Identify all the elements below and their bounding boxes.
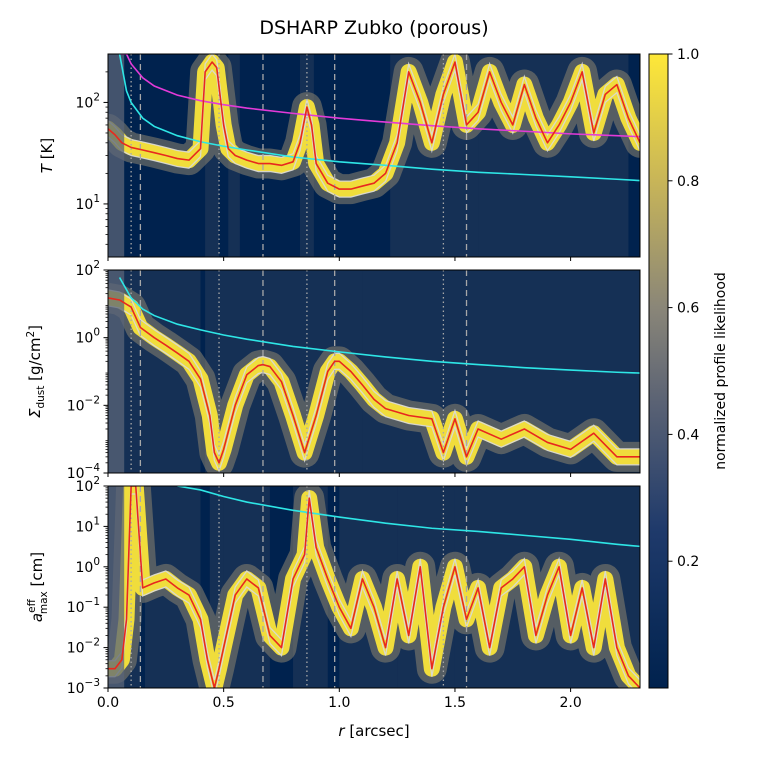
best-fit-line — [108, 486, 640, 688]
y-axis-label: aeffmax [cm] — [26, 552, 50, 622]
panel-surface_density: 10−4 10−2 100 102 Σdust [g/cm2] — [25, 259, 641, 482]
x-tick-label: 1.5 — [444, 695, 466, 711]
contour-upper — [108, 289, 640, 457]
inner-mask — [108, 486, 125, 688]
y-tick-label: 102 — [75, 259, 100, 279]
cyan-profile-line — [118, 54, 640, 182]
y-tick-label: 102 — [75, 475, 100, 495]
y-tick-label: 100 — [75, 327, 100, 347]
colorbar-tick-label: 0.8 — [677, 174, 699, 190]
cyan-profile-line — [118, 277, 640, 374]
y-tick-label: 102 — [75, 91, 100, 111]
cyan-profile-line — [177, 486, 640, 548]
contour-upper — [108, 54, 640, 182]
y-tick-label: 101 — [75, 515, 100, 535]
y-tick-label: 10−3 — [67, 677, 100, 697]
colorbar-tick-label: 1.0 — [677, 47, 699, 63]
colorbar-tick-label: 0.2 — [677, 554, 699, 570]
contour-lower — [108, 493, 634, 688]
panel-frame — [107, 485, 641, 689]
colorbar-gradient — [648, 53, 669, 689]
x-tick-label: 0.5 — [213, 695, 235, 711]
inner-mask — [108, 54, 125, 257]
figure-title: DSHARP Zubko (porous) — [259, 17, 489, 39]
magenta-profile-line — [119, 54, 640, 138]
colorbar-tick-label: 0.6 — [677, 301, 699, 317]
panels-group: 101 102 T [K] 10−4 10−2 100 102 Σdust [g/cm2] 0.… — [25, 53, 641, 740]
panel-frame — [107, 269, 641, 474]
y-tick-label: 10−4 — [67, 462, 101, 482]
y-tick-label: 101 — [75, 193, 100, 213]
y-tick-label: 100 — [75, 556, 100, 576]
contour-upper — [108, 486, 640, 681]
contour-lower — [108, 305, 640, 473]
y-tick-label: 10−1 — [67, 596, 100, 616]
y-axis-label: T [K] — [38, 138, 56, 173]
colorbar: 0.2 0.4 0.6 0.8 1.0 normalized profile likeli… — [648, 47, 729, 689]
y-tick-label: 10−2 — [67, 637, 100, 657]
contour-lower — [108, 67, 640, 198]
inner-mask — [108, 270, 125, 473]
y-tick-label: 10−2 — [67, 394, 100, 414]
colorbar-tick-label: 0.4 — [677, 427, 699, 443]
best-fit-line — [108, 61, 640, 190]
x-tick-label: 1.0 — [328, 695, 350, 711]
best-fit-line — [108, 297, 640, 464]
x-tick-label: 0.0 — [97, 695, 119, 711]
panel-temperature: 101 102 T [K] — [38, 53, 641, 261]
y-axis-label: Σdust [g/cm2] — [25, 325, 47, 418]
x-tick-label: 2.0 — [559, 695, 581, 711]
colorbar-label: normalized profile likelihood — [713, 272, 729, 470]
x-axis-label: r [arcsec] — [338, 722, 409, 740]
panel-max_grain_size: 0.0 0.5 1.0 1.5 2.0 10−3 10−2 10−1 100 101 102 aeff… — [26, 475, 641, 711]
